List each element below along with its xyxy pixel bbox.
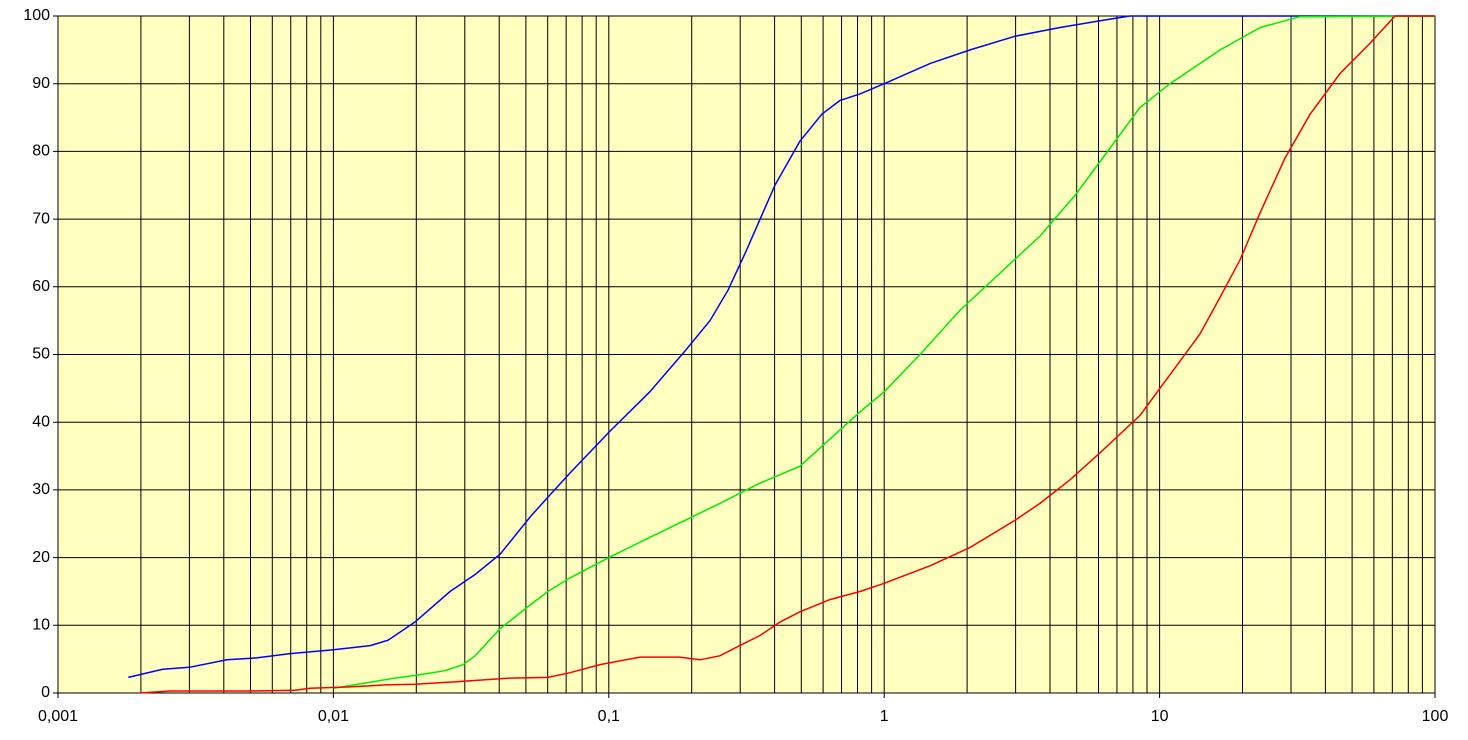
y-tick-label: 20 (32, 549, 50, 566)
y-tick-label: 90 (32, 75, 50, 92)
x-tick-label: 1 (880, 708, 889, 725)
y-tick-label: 40 (32, 413, 50, 430)
y-tick-label: 80 (32, 143, 50, 160)
y-tick-label: 70 (32, 210, 50, 227)
y-tick-label: 30 (32, 481, 50, 498)
series-line (128, 15, 1435, 679)
x-tick-label: 100 (1422, 708, 1449, 725)
x-tick-label: 0,001 (38, 708, 78, 725)
y-tick-label: 0 (41, 684, 50, 701)
y-tick-label: 10 (32, 617, 50, 634)
x-tick-label: 0,1 (598, 708, 620, 725)
y-tick-label: 60 (32, 278, 50, 295)
x-tick-label: 10 (1151, 708, 1169, 725)
x-tick-label: 0,01 (318, 708, 349, 725)
series-line (333, 15, 1436, 690)
y-tick-label: 100 (23, 7, 50, 24)
y-tick-label: 50 (32, 346, 50, 363)
series-line (140, 15, 1435, 694)
plot-border (57, 15, 1436, 694)
